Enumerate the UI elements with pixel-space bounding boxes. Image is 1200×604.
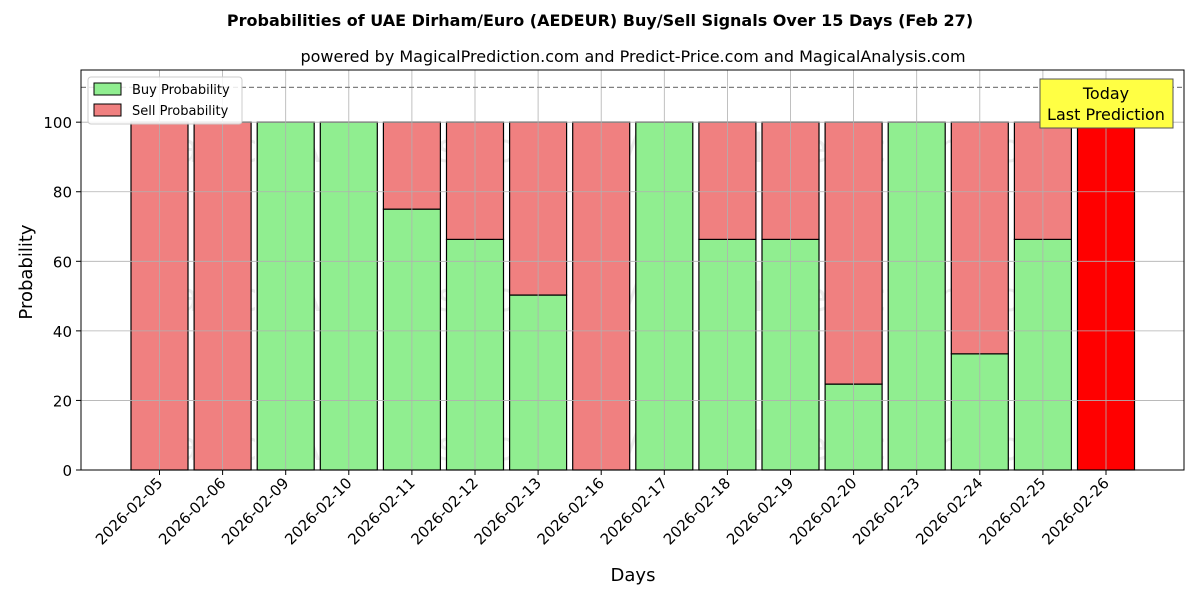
y-tick-label: 60 <box>53 253 72 271</box>
x-tick-label: 2026-02-13 <box>471 474 545 548</box>
chart-subtitle: powered by MagicalPrediction.com and Pre… <box>300 47 965 66</box>
x-axis-label: Days <box>611 565 656 586</box>
y-axis-label: Probability <box>16 224 37 319</box>
y-tick-label: 20 <box>53 392 72 410</box>
y-tick-label: 40 <box>53 323 72 341</box>
chart-title: Probabilities of UAE Dirham/Euro (AEDEUR… <box>227 11 973 30</box>
x-tick-label: 2026-02-24 <box>912 474 986 548</box>
legend-swatch-sell <box>93 103 122 117</box>
x-tick-label: 2026-02-10 <box>281 474 355 548</box>
x-tick-label: 2026-02-06 <box>155 474 229 548</box>
x-tick-label: 2026-02-25 <box>975 474 1049 548</box>
legend-label-buy: Buy Probability <box>132 83 230 98</box>
x-tick-label: 2026-02-16 <box>534 474 608 548</box>
x-tick-label: 2026-02-20 <box>786 474 860 548</box>
y-tick-label: 80 <box>53 184 72 202</box>
legend-label-sell: Sell Probability <box>132 104 229 119</box>
annotation-box <box>1039 78 1174 129</box>
legend-swatch-buy <box>93 82 122 96</box>
x-tick-label: 2026-02-26 <box>1038 474 1112 548</box>
y-tick-label: 100 <box>43 114 72 132</box>
x-tick-label: 2026-02-09 <box>218 474 292 548</box>
x-tick-label: 2026-02-12 <box>407 474 481 548</box>
x-tick-label: 2026-02-17 <box>597 474 671 548</box>
x-tick-label: 2026-02-05 <box>92 474 166 548</box>
plot-frame <box>80 69 1185 471</box>
today-annotation: Today Last Prediction <box>1039 78 1174 129</box>
x-tick-label: 2026-02-18 <box>660 474 734 548</box>
x-tick-label: 2026-02-23 <box>849 474 923 548</box>
legend: Buy Probability Sell Probability <box>87 76 243 125</box>
x-tick-label: 2026-02-11 <box>344 474 418 548</box>
annotation-line2: Last Prediction <box>1047 105 1165 124</box>
legend-box <box>87 76 243 125</box>
annotation-line1: Today <box>1082 84 1129 103</box>
x-tick-label: 2026-02-19 <box>723 474 797 548</box>
y-tick-label: 0 <box>62 462 72 480</box>
